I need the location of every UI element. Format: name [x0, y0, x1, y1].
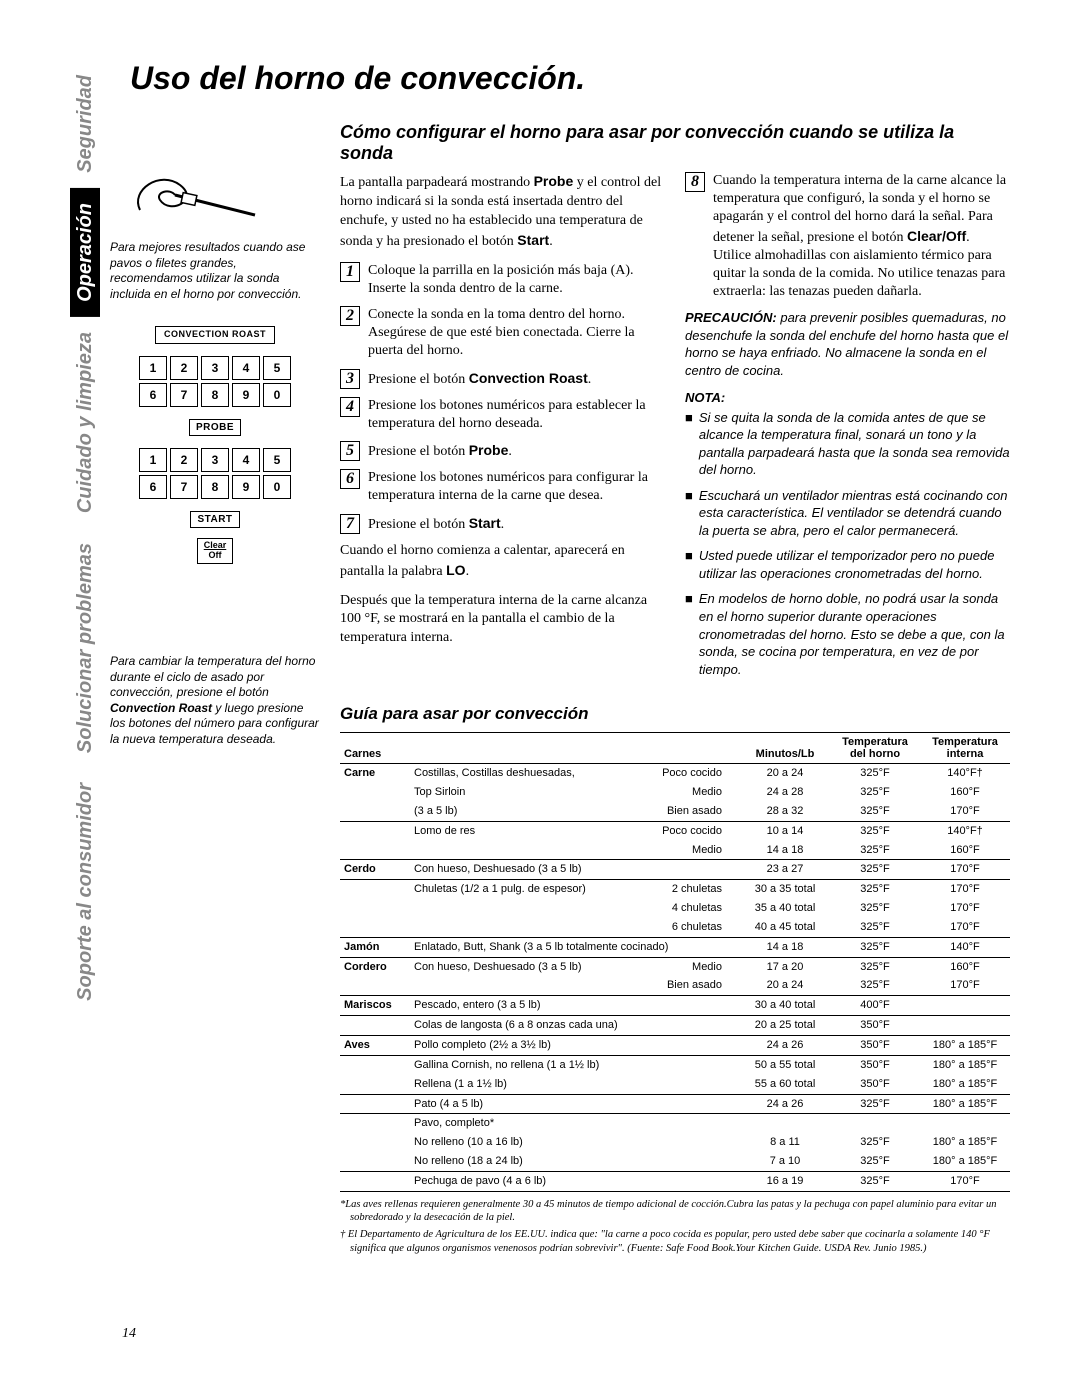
nota-heading: NOTA: [685, 390, 1010, 405]
tab-solucionar: Solucionar problemas [70, 528, 100, 768]
keypad-key: 3 [201, 356, 229, 380]
temp-change-caption: Para cambiar la temperatura del horno du… [110, 654, 320, 748]
keypad-2: 12345 67890 [110, 448, 320, 499]
note-1: ■Si se quita la sonda de la comida antes… [685, 409, 1010, 479]
keypad-key: 5 [263, 356, 291, 380]
keypad-key: 1 [139, 448, 167, 472]
sidebar-tabs: Seguridad Operación Cuidado y limpieza S… [70, 60, 100, 1340]
keypad-key: 4 [232, 356, 260, 380]
tab-seguridad: Seguridad [70, 60, 100, 188]
caution-block: PRECAUCIÓN: para prevenir posibles quema… [685, 309, 1010, 379]
section-heading-guide: Guía para asar por convección [340, 704, 1010, 724]
keypad-panel: Convection Roast 1234567890 Probe 123456… [110, 322, 320, 564]
section-heading-probe: Cómo configurar el horno para asar por c… [340, 122, 1010, 164]
page-title: Uso del horno de convección. [130, 60, 1010, 97]
step-1: 1Coloque la parrilla en la posición más … [340, 262, 665, 298]
step-7: 7Presione el botón Start. [340, 514, 665, 534]
note-3: ■Usted puede utilizar el temporizador pe… [685, 547, 1010, 582]
keypad-key: 8 [201, 475, 229, 499]
tab-operacion: Operación [70, 188, 100, 317]
keypad-key: 4 [232, 448, 260, 472]
step-6: 6Presione los botones numéricos para con… [340, 469, 665, 505]
keypad-key: 9 [232, 383, 260, 407]
keypad-key: 9 [232, 475, 260, 499]
probe-button: Probe [189, 419, 241, 436]
keypad-key: 0 [263, 383, 291, 407]
step-8: 8Cuando la temperatura interna de la car… [685, 172, 1010, 301]
convection-roast-button: Convection Roast [155, 326, 275, 344]
keypad-key: 7 [170, 475, 198, 499]
step-3: 3Presione el botón Convection Roast. [340, 369, 665, 389]
step-4: 4Presione los botones numéricos para est… [340, 397, 665, 433]
tab-cuidado: Cuidado y limpieza [70, 317, 100, 528]
intro-text: La pantalla parpadeará mostrando Probe y… [340, 172, 665, 252]
clear-off-button: ClearOff [197, 538, 234, 564]
probe-icon [120, 160, 270, 230]
note-4: ■En modelos de horno doble, no podrá usa… [685, 590, 1010, 678]
left-column: Para mejores resultados cuando ase pavos… [110, 60, 320, 1258]
keypad-key: 8 [201, 383, 229, 407]
keypad-key: 7 [170, 383, 198, 407]
keypad-key: 3 [201, 448, 229, 472]
start-button: Start [190, 511, 239, 528]
step-5: 5Presione el botón Probe. [340, 441, 665, 461]
lo-text: Cuando el horno comienza a calentar, apa… [340, 542, 665, 582]
keypad-key: 6 [139, 475, 167, 499]
step-2: 2Conecte la sonda en la toma dentro del … [340, 306, 665, 361]
note-2: ■Escuchará un ventilador mientras está c… [685, 487, 1010, 540]
after-100f: Después que la temperatura interna de la… [340, 592, 665, 649]
page-number: 14 [122, 1326, 136, 1342]
keypad-1: 12345 67890 [110, 356, 320, 407]
keypad-key: 0 [263, 475, 291, 499]
probe-caption: Para mejores resultados cuando ase pavos… [110, 240, 320, 302]
keypad-key: 2 [170, 356, 198, 380]
footnotes: *Las aves rellenas requieren generalment… [340, 1198, 1010, 1256]
tab-soporte: Soporte al consumidor [70, 768, 100, 1016]
keypad-key: 6 [139, 383, 167, 407]
keypad-key: 5 [263, 448, 291, 472]
main-column: Uso del horno de convección. Cómo config… [340, 60, 1010, 1258]
keypad-key: 2 [170, 448, 198, 472]
roasting-table: Carnes Minutos/Lb Temperatura del horno … [340, 732, 1010, 1192]
keypad-key: 1 [139, 356, 167, 380]
